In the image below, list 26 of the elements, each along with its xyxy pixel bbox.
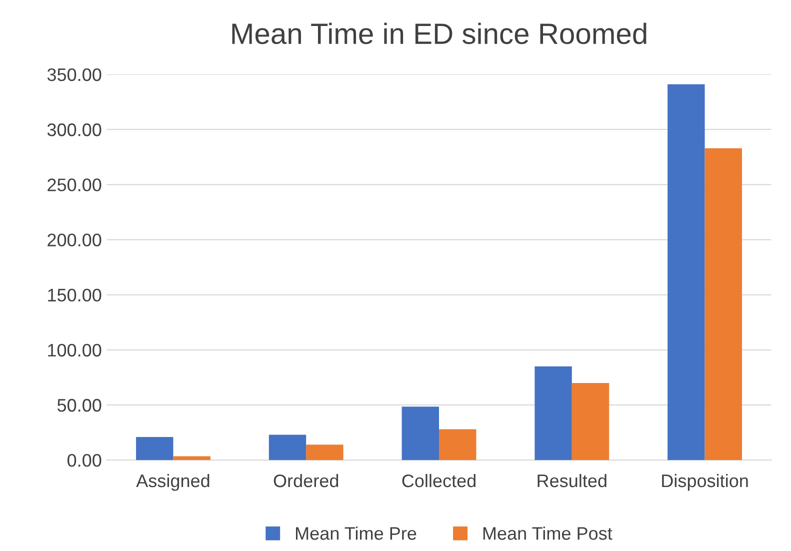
y-tick-label: 300.00: [47, 123, 102, 136]
bar: [136, 436, 174, 460]
bar: [439, 429, 476, 460]
y-tick-label: 200.00: [48, 234, 102, 246]
x-tick-label: Assigned: [136, 474, 210, 491]
bar: [402, 406, 440, 460]
bar: [668, 84, 705, 460]
y-tick-label: 0.00: [67, 454, 102, 467]
bar: [572, 382, 610, 460]
y-tick-label: 350.00: [47, 68, 102, 82]
legend-label: Mean Time Pre: [296, 526, 416, 540]
legend-label: Mean Time Post: [483, 526, 612, 540]
y-tick-label: 50.00: [57, 398, 102, 412]
x-tick-label: Ordered: [274, 474, 338, 488]
x-tick-label: Resulted: [538, 474, 606, 488]
bar: [268, 434, 306, 460]
y-tick-label: 150.00: [48, 288, 102, 302]
x-tick-label: Collected: [402, 474, 476, 488]
chart-title: Mean Time in ED since Roomed: [232, 22, 646, 44]
bar: [704, 148, 742, 460]
bar: [173, 456, 210, 460]
x-tick-label: Disposition: [662, 474, 748, 491]
bar: [534, 366, 572, 460]
bar: [306, 444, 344, 460]
y-tick-label: 100.00: [48, 344, 102, 357]
y-tick-label: 250.00: [48, 178, 102, 192]
